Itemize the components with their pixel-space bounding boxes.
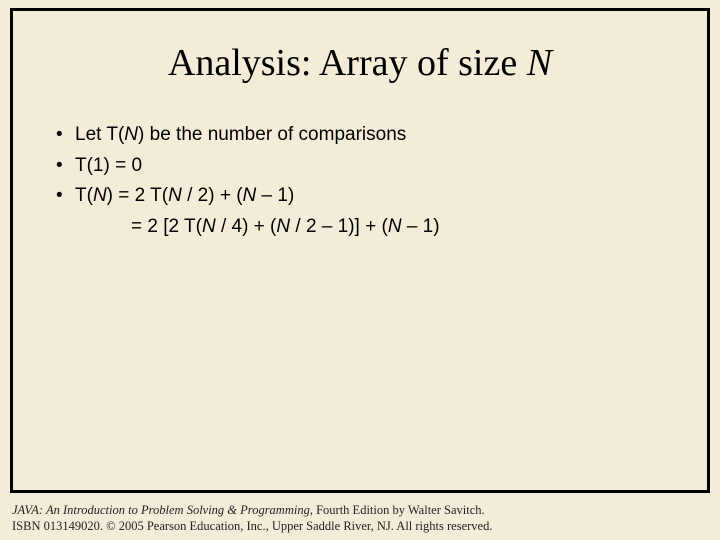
bullet-text: ) = 2 T( bbox=[107, 185, 168, 206]
slide-title: Analysis: Array of size N bbox=[53, 41, 667, 85]
bullet-text: Let T( bbox=[75, 124, 124, 145]
bullet-text: – 1) bbox=[256, 185, 294, 206]
var-n: N bbox=[276, 216, 290, 237]
footer-text: , Fourth Edition by Walter Savitch. bbox=[310, 503, 485, 517]
footer-book-title: JAVA: An Introduction to Problem Solving… bbox=[12, 503, 310, 517]
var-n: N bbox=[93, 185, 107, 206]
var-n: N bbox=[124, 124, 138, 145]
bullet-text: ) be the number of comparisons bbox=[138, 124, 406, 145]
var-n: N bbox=[202, 216, 216, 237]
cont-text: / 4) + ( bbox=[216, 216, 277, 237]
title-text: Analysis: Array of size bbox=[168, 42, 527, 84]
bullet-item: T(1) = 0 bbox=[53, 152, 667, 181]
cont-text: = 2 [2 T( bbox=[131, 216, 202, 237]
var-n: N bbox=[168, 185, 182, 206]
bullet-text: T(1) = 0 bbox=[75, 155, 142, 176]
cont-text: / 2 – 1)] + ( bbox=[290, 216, 388, 237]
footer-text: ISBN 013149020. © 2005 Pearson Education… bbox=[12, 519, 492, 533]
bullet-item: Let T(N) be the number of comparisons bbox=[53, 121, 667, 150]
slide-frame: Analysis: Array of size N Let T(N) be th… bbox=[10, 8, 710, 493]
bullet-list: Let T(N) be the number of comparisons T(… bbox=[53, 121, 667, 211]
bullet-item: T(N) = 2 T(N / 2) + (N – 1) bbox=[53, 182, 667, 211]
cont-text: – 1) bbox=[402, 216, 440, 237]
bullet-text: T( bbox=[75, 185, 93, 206]
var-n: N bbox=[388, 216, 402, 237]
bullet-text: / 2) + ( bbox=[182, 185, 243, 206]
var-n: N bbox=[243, 185, 257, 206]
footer-citation: JAVA: An Introduction to Problem Solving… bbox=[12, 502, 708, 535]
title-italic-n: N bbox=[527, 42, 552, 84]
continuation-line: = 2 [2 T(N / 4) + (N / 2 – 1)] + (N – 1) bbox=[53, 213, 667, 242]
